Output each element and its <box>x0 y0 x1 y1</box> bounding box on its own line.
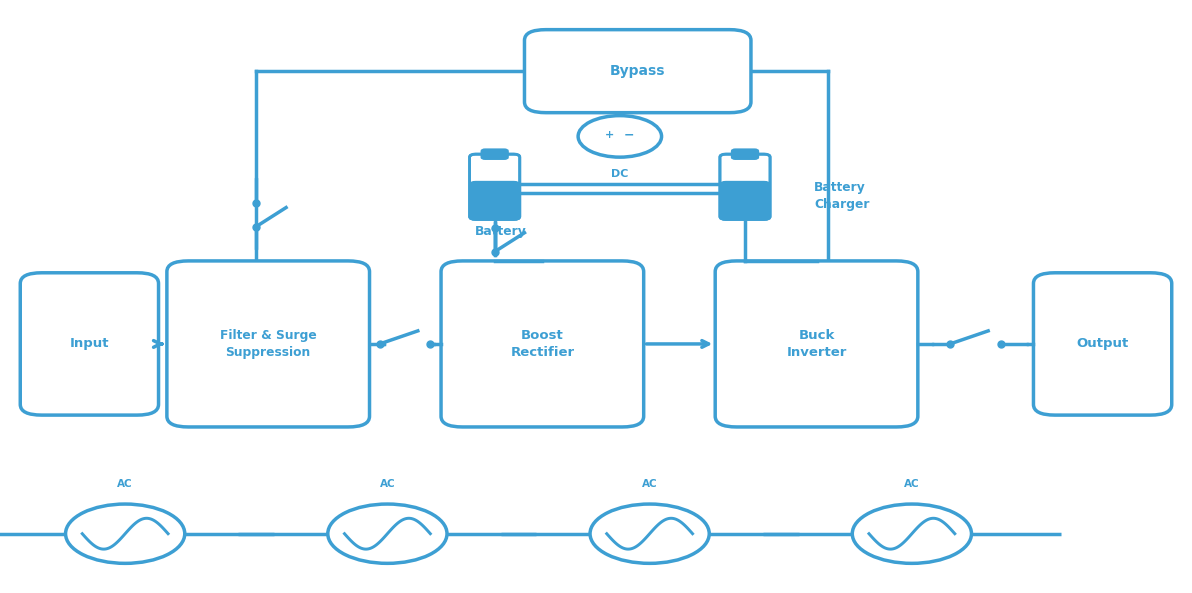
FancyBboxPatch shape <box>1033 273 1172 415</box>
Circle shape <box>578 116 662 157</box>
FancyBboxPatch shape <box>720 181 770 219</box>
FancyBboxPatch shape <box>732 149 758 159</box>
Text: Boost
Rectifier: Boost Rectifier <box>510 329 575 359</box>
Text: AC: AC <box>379 479 396 489</box>
Text: AC: AC <box>641 479 658 489</box>
FancyBboxPatch shape <box>720 154 770 219</box>
Text: Buck
Inverter: Buck Inverter <box>787 329 846 359</box>
FancyBboxPatch shape <box>715 261 918 427</box>
Text: Input: Input <box>69 337 110 350</box>
Circle shape <box>590 504 709 563</box>
FancyBboxPatch shape <box>524 30 751 113</box>
FancyBboxPatch shape <box>470 154 520 219</box>
Text: Output: Output <box>1076 337 1129 350</box>
Text: AC: AC <box>117 479 134 489</box>
Text: Battery: Battery <box>474 225 527 238</box>
Circle shape <box>66 504 185 563</box>
FancyBboxPatch shape <box>20 273 159 415</box>
FancyBboxPatch shape <box>441 261 644 427</box>
Text: Filter & Surge
Suppression: Filter & Surge Suppression <box>219 329 317 359</box>
Text: DC: DC <box>611 168 628 178</box>
Text: Battery
Charger: Battery Charger <box>814 181 870 211</box>
Circle shape <box>852 504 971 563</box>
FancyBboxPatch shape <box>470 181 520 219</box>
Circle shape <box>328 504 447 563</box>
Text: Bypass: Bypass <box>610 64 665 78</box>
FancyBboxPatch shape <box>167 261 370 427</box>
FancyBboxPatch shape <box>482 149 508 159</box>
Text: AC: AC <box>904 479 920 489</box>
Text: −: − <box>623 129 634 142</box>
Text: +: + <box>604 130 614 140</box>
